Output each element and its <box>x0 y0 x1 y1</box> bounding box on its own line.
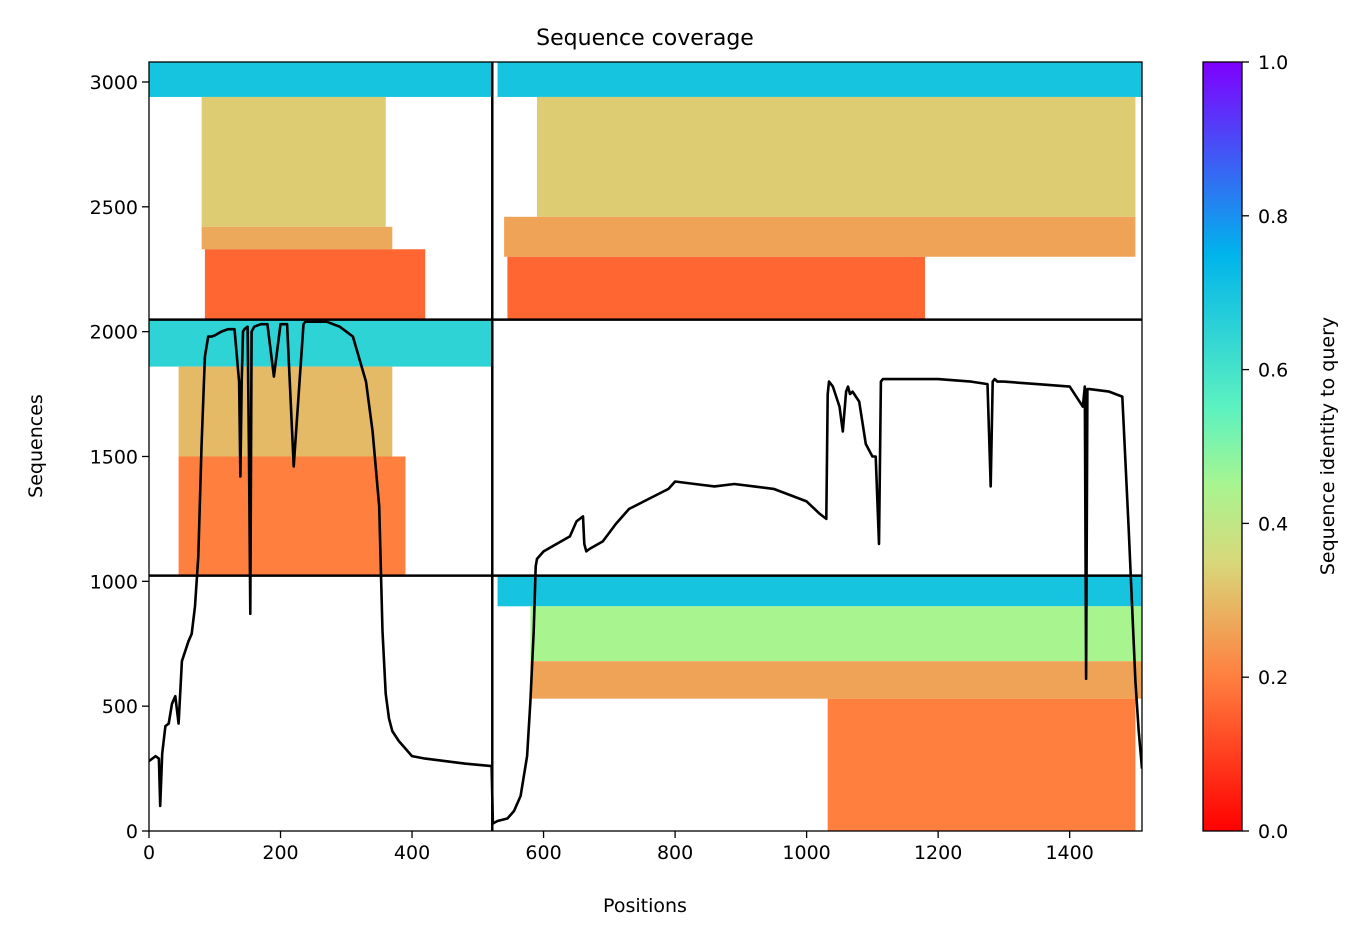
x-tick-label: 1400 <box>1045 842 1093 864</box>
colorbar-label: Sequence identity to query <box>1317 317 1339 575</box>
y-tick-label: 0 <box>126 821 138 843</box>
y-tick-label: 500 <box>102 696 138 718</box>
coverage-heatmap <box>149 62 1142 831</box>
coverage-block-0-band-0 <box>149 62 493 97</box>
coverage-block-1-band-1 <box>536 96 1136 217</box>
colorbar-tick-label: 0.0 <box>1258 821 1288 843</box>
chain-boundaries <box>149 62 1142 831</box>
coverage-block-3-band-0 <box>497 575 1142 607</box>
plot-area <box>148 61 1143 832</box>
coverage-line-0 <box>149 320 1142 825</box>
coverage-block-0-band-2 <box>201 226 393 250</box>
y-axis-ticks: 0 500 1000 1500 2000 2500 3000 <box>90 72 149 843</box>
y-tick-label: 1000 <box>90 571 138 593</box>
coverage-line-layer <box>149 320 1142 825</box>
chart-title: Sequence coverage <box>536 26 754 51</box>
coverage-block-2-band-0 <box>149 319 493 367</box>
x-tick-label: 600 <box>525 842 561 864</box>
x-tick-label: 1000 <box>782 842 830 864</box>
y-tick-label: 1500 <box>90 446 138 468</box>
y-tick-label: 2500 <box>90 197 138 219</box>
x-axis-ticks: 0 200 400 600 800 1000 1200 1400 <box>143 831 1094 864</box>
colorbar-gradient <box>1202 61 1243 832</box>
colorbar-tick-label: 0.4 <box>1258 513 1288 535</box>
y-axis-label: Sequences <box>25 394 47 498</box>
colorbar-tick-label: 0.6 <box>1258 360 1288 382</box>
coverage-block-1-band-0 <box>497 62 1142 97</box>
x-tick-label: 400 <box>394 842 430 864</box>
x-axis-label: Positions <box>603 895 687 917</box>
x-tick-label: 0 <box>143 842 155 864</box>
coverage-block-1-band-3 <box>507 256 925 320</box>
coverage-block-2-band-1 <box>178 366 393 457</box>
coverage-block-0-band-1 <box>201 96 386 227</box>
colorbar-tick-label: 0.8 <box>1258 206 1288 228</box>
colorbar: 0.0 0.2 0.4 0.6 0.8 1.0 Sequence identity to … <box>1202 52 1339 843</box>
plot-frame <box>148 61 1143 832</box>
colorbar-tick-label: 0.2 <box>1258 667 1288 689</box>
x-tick-label: 200 <box>262 842 298 864</box>
x-tick-label: 1200 <box>914 842 962 864</box>
coverage-block-3-band-1 <box>530 606 1142 662</box>
coverage-block-1-band-2 <box>504 216 1136 257</box>
coverage-block-3-band-3 <box>827 698 1136 831</box>
coverage-block-0-band-3 <box>204 249 426 320</box>
colorbar-tick-label: 1.0 <box>1258 52 1288 74</box>
coverage-block-2-band-2 <box>178 456 406 576</box>
coverage-block-3-band-2 <box>530 661 1142 699</box>
x-tick-label: 800 <box>657 842 693 864</box>
y-tick-label: 2000 <box>90 322 138 344</box>
y-tick-label: 3000 <box>90 72 138 94</box>
colorbar-ticks: 0.0 0.2 0.4 0.6 0.8 1.0 <box>1242 52 1288 843</box>
